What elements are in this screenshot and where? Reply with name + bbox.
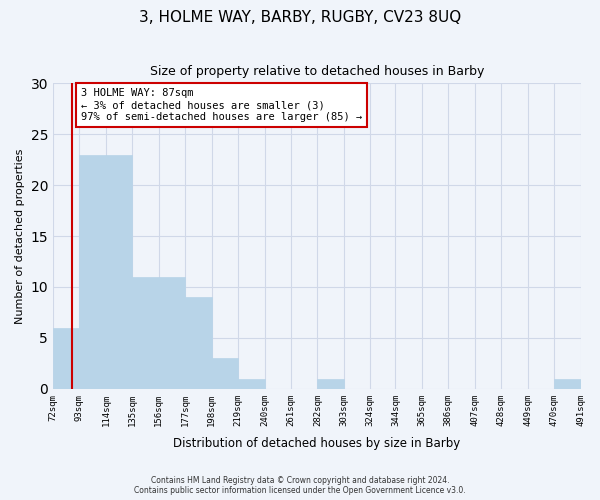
Bar <box>238 378 265 389</box>
Y-axis label: Number of detached properties: Number of detached properties <box>15 148 25 324</box>
Bar <box>554 378 581 389</box>
Title: Size of property relative to detached houses in Barby: Size of property relative to detached ho… <box>149 65 484 78</box>
Bar <box>212 358 238 389</box>
Bar <box>185 297 212 389</box>
Bar <box>79 154 106 389</box>
Text: 3, HOLME WAY, BARBY, RUGBY, CV23 8UQ: 3, HOLME WAY, BARBY, RUGBY, CV23 8UQ <box>139 10 461 25</box>
Bar <box>106 154 133 389</box>
Bar <box>133 277 159 389</box>
Bar <box>159 277 185 389</box>
Bar <box>317 378 344 389</box>
X-axis label: Distribution of detached houses by size in Barby: Distribution of detached houses by size … <box>173 437 460 450</box>
Text: 3 HOLME WAY: 87sqm
← 3% of detached houses are smaller (3)
97% of semi-detached : 3 HOLME WAY: 87sqm ← 3% of detached hous… <box>81 88 362 122</box>
Text: Contains HM Land Registry data © Crown copyright and database right 2024.
Contai: Contains HM Land Registry data © Crown c… <box>134 476 466 495</box>
Bar <box>53 328 79 389</box>
